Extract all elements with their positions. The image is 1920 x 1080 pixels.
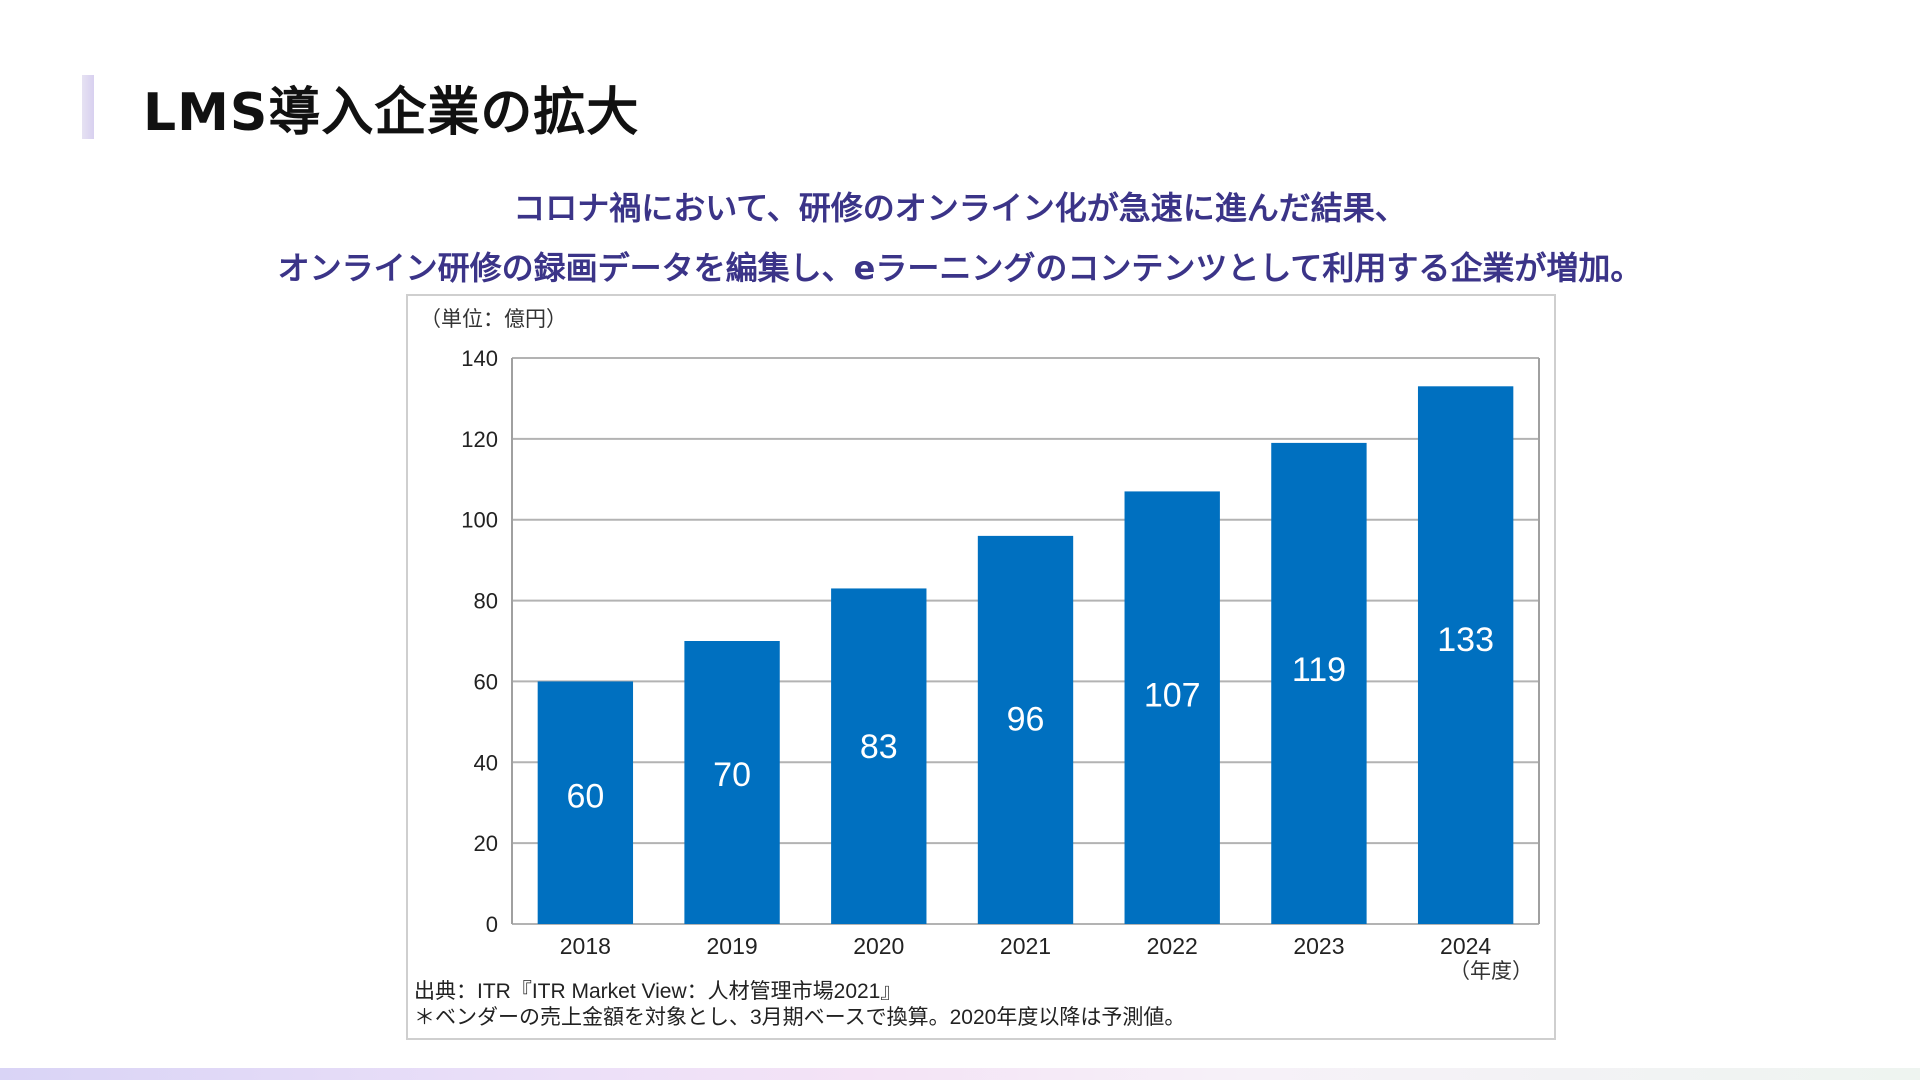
x-tick-label: 2018 — [560, 933, 611, 959]
y-tick-label: 60 — [474, 669, 498, 694]
bar-chart: （単位：億円） 60 70 83 96 107 119 133 0 20 40 60 80 100 12… — [414, 308, 1540, 1029]
bar-2023 — [1271, 442, 1367, 924]
data-label: 133 — [1437, 621, 1494, 659]
bar-2021 — [977, 535, 1074, 924]
y-tick-label: 80 — [474, 589, 498, 614]
y-tick-labels: 0 20 40 60 80 100 120 140 — [461, 346, 498, 937]
x-tick-label: 2021 — [1000, 933, 1051, 959]
source-line-1: 出典：ITR『ITR Market View：人材管理市場2021』 — [414, 980, 901, 1003]
data-label: 70 — [713, 756, 751, 794]
x-tick-label: 2023 — [1293, 933, 1344, 959]
data-label: 96 — [1007, 700, 1045, 738]
x-tick-label: 2020 — [853, 933, 904, 959]
unit-label: （単位：億円） — [420, 308, 567, 331]
bar-2020 — [831, 588, 927, 924]
y-tick-label: 140 — [461, 346, 498, 371]
data-label: 119 — [1292, 651, 1346, 689]
subtitle: コロナ禍において、研修のオンライン化が急速に進んだ結果、 オンライン研修の録画デ… — [0, 178, 1920, 298]
y-tick-label: 0 — [486, 912, 498, 937]
y-tick-label: 120 — [461, 427, 498, 452]
x-tick-labels: 2018 2019 2020 2021 2022 2023 2024 — [560, 933, 1492, 959]
bar-2018 — [537, 681, 634, 924]
subtitle-line-2: オンライン研修の録画データを編集し、eラーニングのコンテンツとして利用する企業が… — [277, 249, 1643, 287]
y-tick-label: 40 — [474, 750, 498, 775]
chart-container: （単位：億円） 60 70 83 96 107 119 133 0 20 40 60 80 100 12… — [406, 294, 1556, 1040]
x-axis-label: （年度） — [1449, 960, 1533, 983]
data-label: 83 — [860, 728, 898, 766]
data-label: 60 — [566, 777, 604, 815]
x-tick-label: 2019 — [706, 933, 757, 959]
y-tick-label: 100 — [461, 508, 498, 533]
bars: 60 70 83 96 107 119 133 — [537, 386, 1514, 924]
page-title: LMS導入企業の拡大 — [143, 83, 640, 143]
x-tick-label: 2024 — [1440, 933, 1491, 959]
x-tick-label: 2022 — [1147, 933, 1198, 959]
title-accent-bar — [82, 75, 94, 139]
bar-2022 — [1124, 491, 1220, 924]
subtitle-line-1: コロナ禍において、研修のオンライン化が急速に進んだ結果、 — [513, 189, 1407, 227]
bar-2019 — [684, 641, 780, 924]
data-label: 107 — [1144, 677, 1201, 715]
bar-2024 — [1417, 386, 1514, 924]
y-tick-label: 20 — [474, 831, 498, 856]
source-line-2: ＊ベンダーの売上金額を対象とし、3月期ベースで換算。2020年度以降は予測値。 — [414, 1006, 1185, 1029]
bottom-gradient-band — [0, 1068, 1920, 1080]
